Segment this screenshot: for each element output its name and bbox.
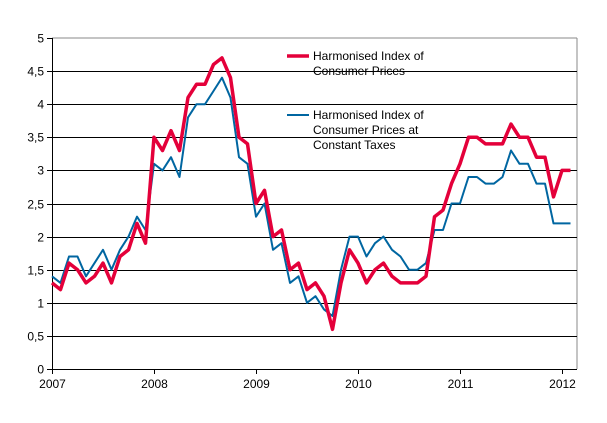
y-tick-label: 5 [37,32,44,46]
y-tick-label: 1 [37,297,44,311]
y-tick-label: 0 [37,363,44,377]
y-tick-label: 4,5 [27,65,44,79]
legend-label: Consumer Prices [313,64,405,78]
x-tick-label: 2009 [243,377,270,391]
y-tick-label: 3 [37,164,44,178]
y-tick-label: 2,5 [27,198,44,212]
series-line-1 [51,76,571,317]
y-tick-label: 3,5 [27,131,44,145]
x-axis: 2007 2008 2009 2010 2011 2012 [39,369,577,391]
gridlines [52,37,578,369]
x-tick-label: 2007 [39,377,66,391]
y-axis: 0 0,5 1 1,5 2 2,5 3 3,5 4 4,5 5 [27,32,53,377]
x-tick-label: 2012 [549,377,576,391]
x-tick-label: 2008 [141,377,168,391]
series-lines [50,56,571,332]
legend-label: Harmonised Index of [313,49,424,63]
y-tick-label: 2 [37,231,44,245]
x-tick-label: 2011 [448,377,474,391]
series-line-0 [50,56,571,332]
legend-label: Constant Taxes [313,138,396,152]
y-tick-label: 0,5 [27,330,44,344]
y-tick-label: 4 [37,98,44,112]
x-tick-label: 2010 [345,377,372,391]
legend-label: Harmonised Index of [313,108,424,122]
y-tick-label: 1,5 [27,264,44,278]
legend-label: Consumer Prices at [313,123,419,137]
